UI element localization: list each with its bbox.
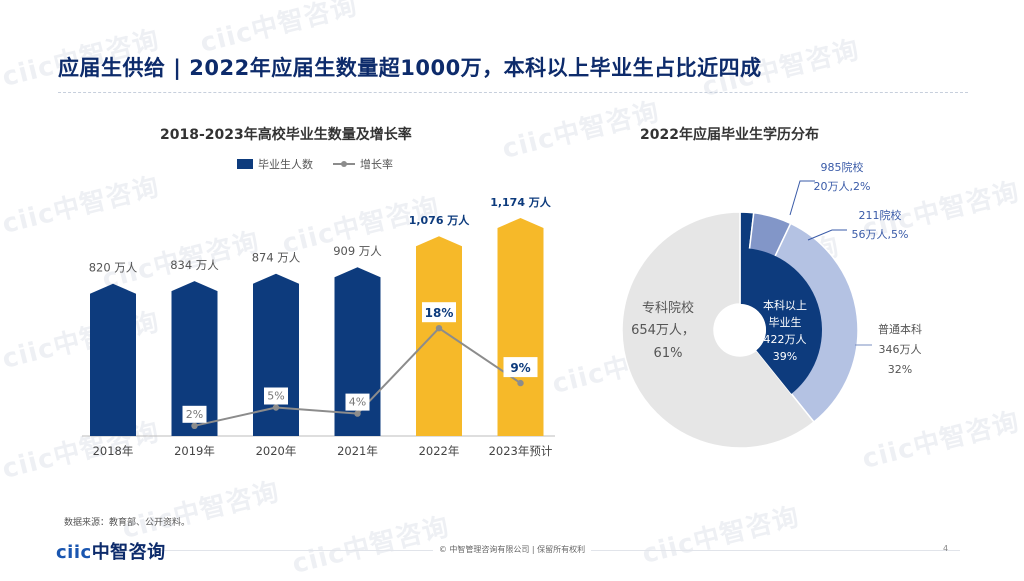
legend-label-bar: 毕业生人数	[258, 157, 313, 171]
growth-rate-point	[517, 379, 524, 387]
watermark: ciic中智咨询	[639, 501, 803, 570]
bar-value-label: 1,174 万人	[490, 195, 552, 209]
legend-label-line: 增长率	[360, 157, 393, 171]
pie-value-211: 56万人,5%	[852, 228, 909, 241]
bar-chart: 毕业生人数 增长率 820 万人 2018年 834 万人 2019年 874 万人 2020…	[82, 157, 555, 458]
pie-inner-bachelor-plus	[740, 248, 822, 394]
x-tick-label: 2021年	[337, 444, 378, 458]
x-tick-label: 2020年	[256, 444, 297, 458]
pie-label-985: 985院校	[821, 160, 864, 174]
pie-pct-vocational: 61%	[654, 346, 683, 361]
pie-pct-regular: 32%	[888, 363, 912, 376]
bar-2023年预计	[497, 218, 544, 436]
growth-rate-point	[435, 325, 443, 332]
growth-rate-label: 18%	[425, 306, 454, 320]
bar-value-label: 874 万人	[252, 251, 301, 265]
legend-swatch-bar	[237, 159, 253, 169]
x-tick-label: 2023年预计	[489, 444, 553, 458]
page-title: 应届生供给 | 2022年应届生数量超1000万，本科以上毕业生占比近四成	[58, 56, 762, 80]
data-source-note: 数据来源：教育部、公开资料。	[64, 518, 191, 528]
leader-line-211	[807, 229, 847, 241]
pie-inner-label: 422万人	[764, 333, 807, 346]
growth-rate-label-box	[264, 387, 288, 405]
bar-chart-title: 2018-2023年高校毕业生数量及增长率	[160, 127, 412, 143]
pie-label-211: 211院校	[859, 208, 902, 222]
pie-inner-label: 毕业生	[769, 315, 802, 329]
x-tick-label: 2019年	[174, 444, 215, 458]
pie-center-hole	[714, 304, 766, 356]
growth-rate-point	[191, 422, 198, 429]
pie-value-vocational: 654万人，	[631, 323, 695, 338]
page-number: 4	[943, 544, 949, 553]
growth-rate-point	[272, 404, 280, 411]
bar-value-label: 820 万人	[89, 261, 138, 275]
growth-rate-label: 4%	[349, 396, 366, 409]
bar-value-label: 909 万人	[333, 244, 382, 258]
pie-inner-label: 本科以上	[763, 298, 807, 312]
pie-chart-title: 2022年应届毕业生学历分布	[640, 127, 819, 143]
growth-rate-label: 5%	[267, 390, 284, 403]
growth-rate-label: 9%	[510, 361, 530, 375]
bar-2019年	[171, 281, 218, 436]
pie-inner-label: 39%	[773, 350, 797, 363]
pie-value-985: 20万人,2%	[814, 180, 871, 193]
growth-rate-label-box	[182, 405, 207, 423]
growth-rate-point	[354, 410, 361, 417]
footer-copyright: © 中智管理咨询有限公司 | 保留所有权利	[0, 544, 1024, 555]
x-tick-label: 2018年	[93, 444, 134, 458]
chart-legend: 毕业生人数 增长率	[237, 157, 393, 171]
pie-value-regular: 346万人	[879, 343, 922, 356]
pie-label-regular: 普通本科	[878, 322, 922, 336]
growth-rate-label-box	[503, 357, 538, 378]
pie-label-vocational: 专科院校	[642, 300, 694, 316]
logo-mark: ciic	[56, 542, 92, 563]
legend-marker-line	[341, 161, 347, 167]
bar-2022年	[416, 236, 462, 436]
growth-rate-label-box	[345, 393, 370, 411]
footer-copyright-text: © 中智管理咨询有限公司 | 保留所有权利	[432, 545, 592, 554]
title-divider	[58, 92, 968, 93]
growth-rate-label-box	[422, 302, 456, 323]
logo-text: 中智咨询	[91, 542, 166, 563]
pie-chart: 本科以上毕业生 422万人 39% 985院校 20万人,2% 211院校 56万人,5% 普…	[621, 160, 922, 449]
bar-2018年	[90, 283, 136, 436]
bar-value-label: 1,076 万人	[409, 213, 471, 227]
company-logo: ciic中智咨询	[56, 538, 166, 564]
leader-line-985	[789, 180, 815, 216]
growth-rate-label: 2%	[186, 408, 203, 421]
x-tick-label: 2022年	[419, 444, 460, 458]
bar-value-label: 834 万人	[170, 258, 219, 272]
